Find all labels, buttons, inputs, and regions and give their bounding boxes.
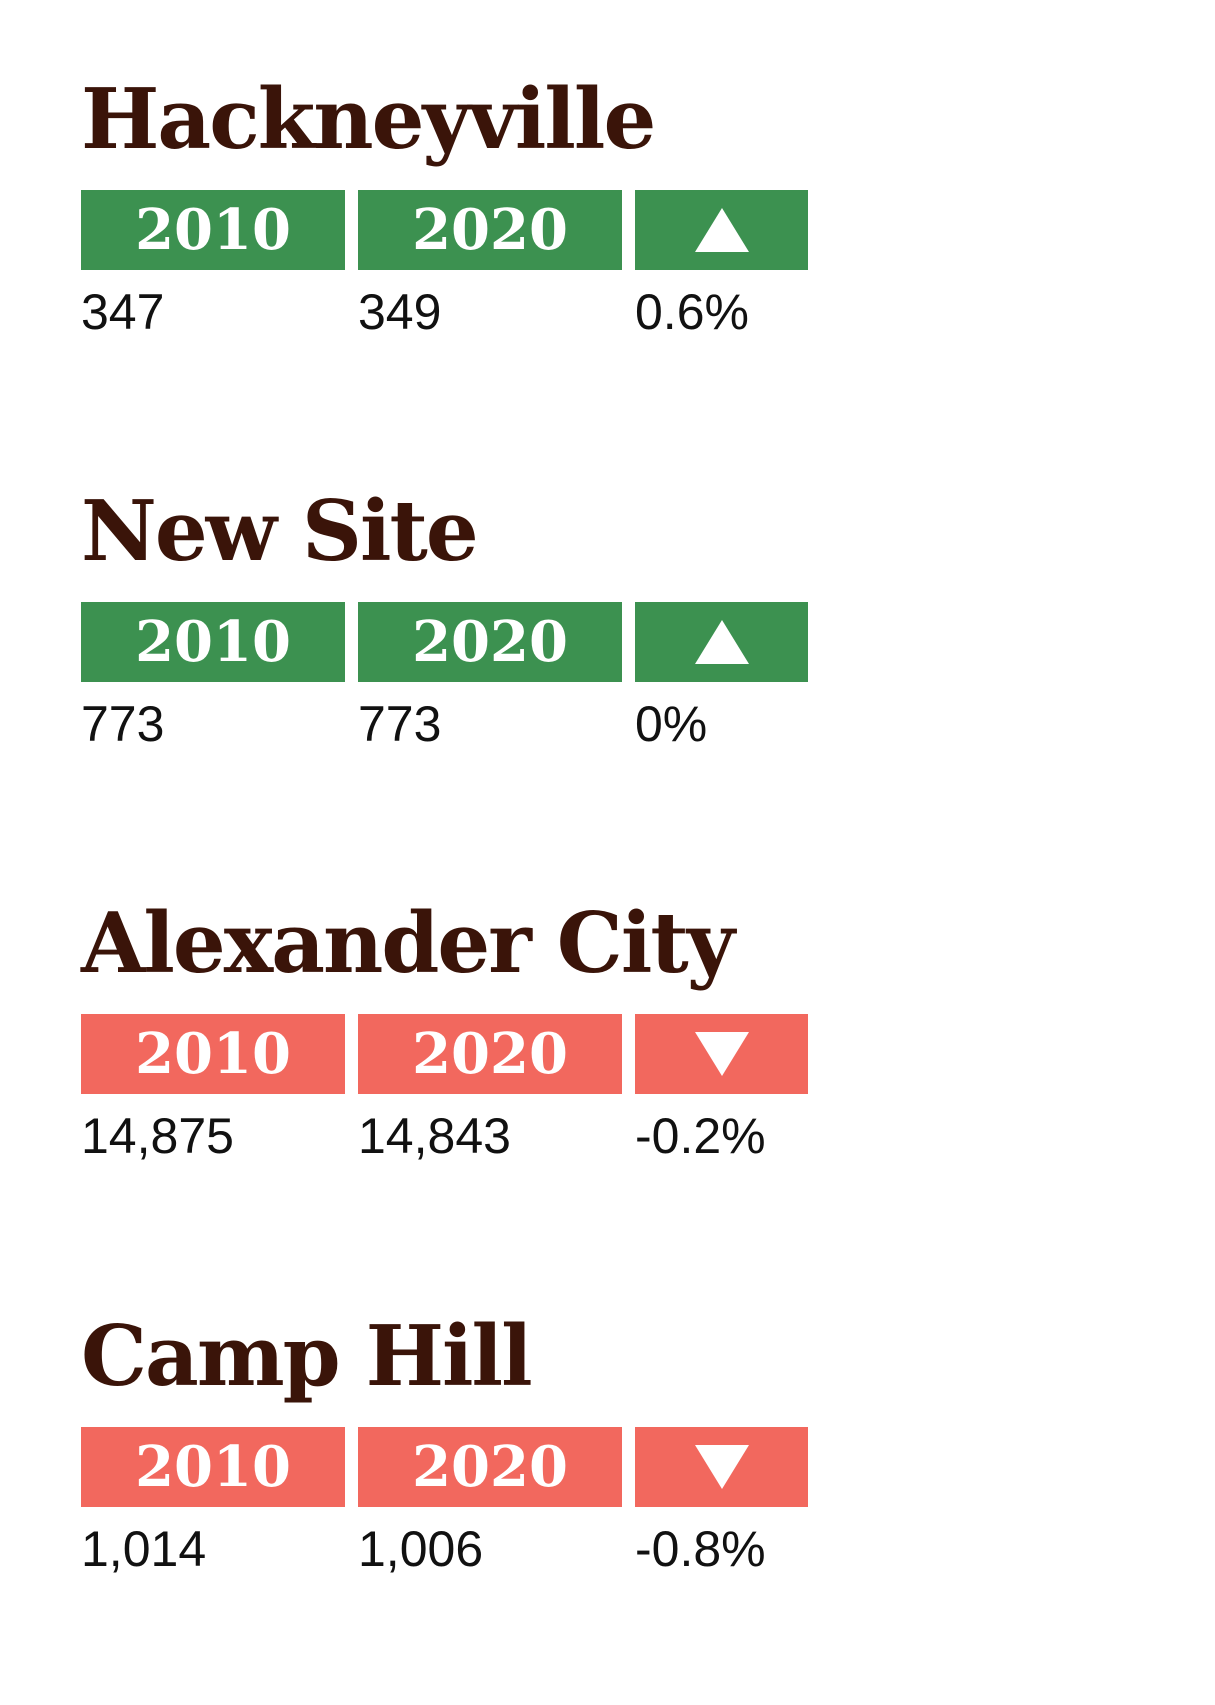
year-header-row: 2010 2020 [81,1427,811,1507]
population-row: 14,875 14,843 -0.2% [81,1106,811,1166]
triangle-up-icon [694,208,749,252]
population-2020: 14,843 [358,1108,511,1164]
city-name: Camp Hill [81,1307,533,1405]
year-header-row: 2010 2020 [81,1014,811,1094]
header-2010: 2010 [81,1014,345,1094]
population-2010: 773 [81,696,165,752]
population-2010: 14,875 [81,1108,234,1164]
city-block-hackneyville: Hackneyville 2010 2020 347 349 0.6% [81,78,811,342]
percent-change: -0.8% [635,1521,766,1577]
triangle-down-icon [694,1445,749,1489]
population-row: 347 349 0.6% [81,282,811,342]
year-header-row: 2010 2020 [81,602,811,682]
population-2010: 1,014 [81,1521,207,1577]
percent-change: -0.2% [635,1108,766,1164]
trend-header [635,1427,808,1507]
population-2020: 773 [358,696,442,752]
percent-change: 0.6% [635,284,749,340]
triangle-down-icon [694,1032,749,1076]
city-name: Hackneyville [81,70,656,168]
city-block-alexander-city: Alexander City 2010 2020 14,875 14,843 -… [81,902,811,1166]
header-2020: 2020 [358,1427,622,1507]
header-2020: 2020 [358,190,622,270]
city-block-camp-hill: Camp Hill 2010 2020 1,014 1,006 -0.8% [81,1315,811,1579]
city-name: Alexander City [81,894,735,992]
header-2010: 2010 [81,602,345,682]
header-2020: 2020 [358,1014,622,1094]
population-2010: 347 [81,284,165,340]
header-2010: 2010 [81,190,345,270]
header-2010: 2010 [81,1427,345,1507]
population-2020: 1,006 [358,1521,484,1577]
city-block-new-site: New Site 2010 2020 773 773 0% [81,490,811,754]
trend-header [635,190,808,270]
trend-header [635,602,808,682]
population-2020: 349 [358,284,442,340]
triangle-up-icon [694,620,749,664]
population-row: 773 773 0% [81,694,811,754]
city-name: New Site [81,482,479,580]
header-2020: 2020 [358,602,622,682]
year-header-row: 2010 2020 [81,190,811,270]
percent-change: 0% [635,696,708,752]
population-row: 1,014 1,006 -0.8% [81,1519,811,1579]
trend-header [635,1014,808,1094]
